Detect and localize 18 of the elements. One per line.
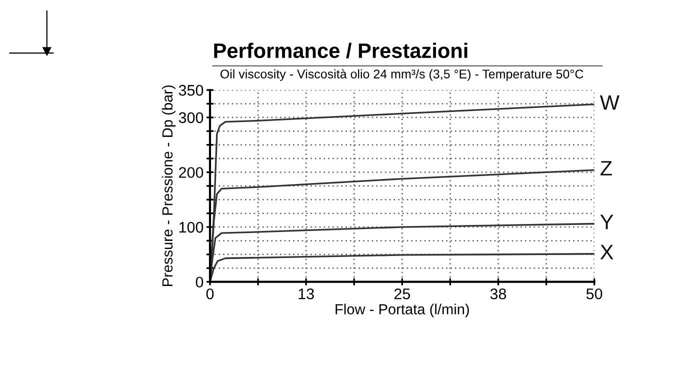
x-tick-label: 38: [490, 288, 506, 300]
y-tick-label: 350: [178, 84, 204, 96]
chart-subtitle: Oil viscosity - Viscosità olio 24 mm³/s (3,5 °E) - Temperature 50°C: [220, 69, 584, 81]
y-tick-label: 300: [178, 112, 204, 124]
x-tick-label: 13: [298, 288, 314, 300]
x-tick-label: 50: [586, 288, 602, 300]
x-tick-label: 0: [206, 288, 214, 300]
y-tick-label: 200: [179, 167, 204, 178]
x-axis-title: Flow - Portata (l/min): [336, 304, 469, 318]
series-label: Y: [600, 214, 614, 230]
x-tick-label: 25: [394, 288, 410, 300]
series-label: W: [600, 95, 620, 110]
y-axis-title: Pressure - Pressione - Dp (bar): [162, 86, 176, 286]
y-tick-label: 100: [179, 222, 204, 233]
chart-title: Performance / Prestazioni: [214, 42, 468, 58]
series-label: Z: [600, 161, 612, 176]
y-tick-label: 0: [196, 276, 204, 288]
series-label: X: [600, 244, 614, 260]
